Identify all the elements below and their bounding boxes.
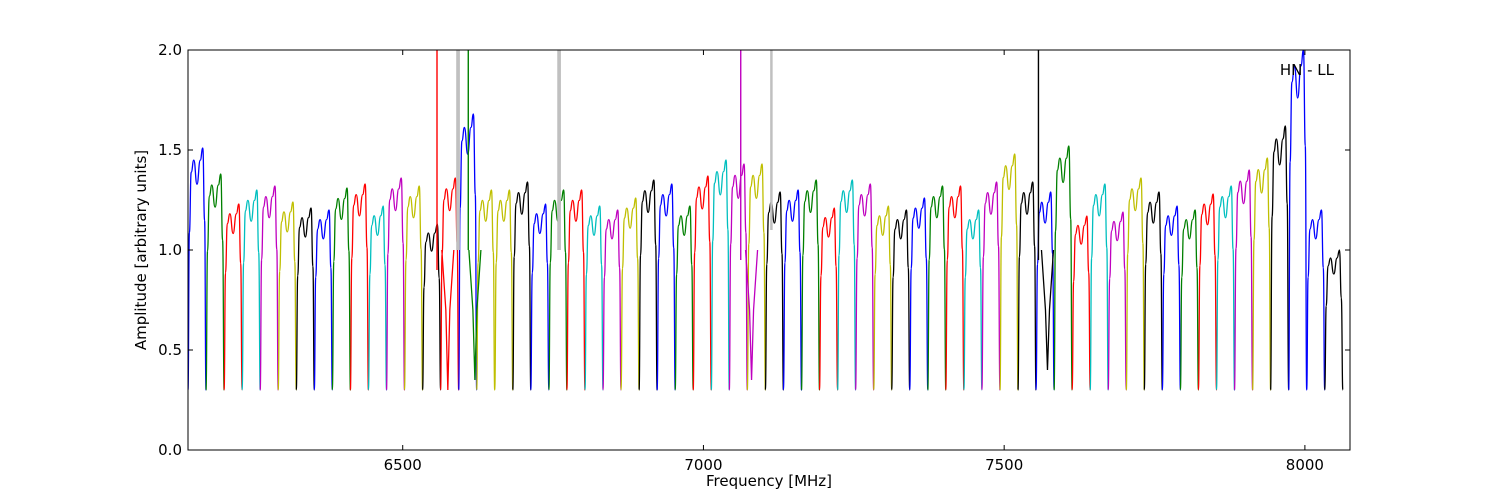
series-line-channel-50 bbox=[1071, 215, 1091, 391]
series-line-channel-8 bbox=[313, 209, 333, 391]
series-line-channel-22 bbox=[566, 189, 586, 391]
series-line-channel-64 bbox=[1324, 249, 1344, 391]
series-line-channel-17 bbox=[476, 189, 496, 391]
axes-frame bbox=[187, 49, 1351, 451]
series-line-channel-29 bbox=[692, 175, 712, 391]
series-line-channel-13 bbox=[403, 185, 424, 391]
series-line-channel-44 bbox=[963, 209, 983, 391]
series-line-channel-47 bbox=[1017, 181, 1037, 391]
series-line-channel-55 bbox=[1161, 205, 1182, 391]
series-line-channel-19 bbox=[512, 181, 532, 391]
series-line-channel-9 bbox=[331, 187, 352, 391]
series-line-channel-54 bbox=[1143, 191, 1163, 391]
series-line-channel-39 bbox=[873, 205, 893, 391]
annotation-label: HN - LL bbox=[1280, 61, 1335, 79]
x-tick-label: 7000 bbox=[684, 456, 722, 474]
series-line-channel-26 bbox=[638, 179, 658, 391]
dip-feature-2 bbox=[468, 249, 482, 381]
series-line-channel-58 bbox=[1215, 185, 1236, 391]
series-line-channel-62 bbox=[1288, 50, 1308, 391]
series-line-channel-27 bbox=[656, 183, 676, 391]
y-tick-label: 0.5 bbox=[158, 341, 182, 359]
series-line-channel-60 bbox=[1251, 157, 1272, 391]
series-line-channel-24 bbox=[602, 209, 622, 391]
series-line-channel-34 bbox=[782, 189, 803, 391]
series-line-channel-59 bbox=[1233, 169, 1254, 391]
series-line-channel-37 bbox=[836, 179, 857, 391]
dip-feature-4 bbox=[1040, 249, 1055, 371]
series-line-channel-32 bbox=[746, 163, 767, 391]
y-tick-label: 1.5 bbox=[158, 141, 182, 159]
dip-feature-3 bbox=[744, 249, 759, 381]
series-line-channel-5 bbox=[259, 185, 279, 391]
series-line-channel-43 bbox=[945, 185, 965, 391]
y-tick-label: 0.0 bbox=[158, 441, 182, 459]
series-line-channel-20 bbox=[530, 203, 550, 391]
series-line-channel-49 bbox=[1053, 145, 1073, 391]
series-line-channel-51 bbox=[1089, 183, 1109, 391]
series-line-channel-35 bbox=[800, 179, 821, 391]
tick-labels: 6500 7000 7500 8000 0.0 0.5 1.0 1.5 2.0 bbox=[158, 41, 1324, 474]
series-line-channel-42 bbox=[927, 185, 947, 391]
series-line-channel-61 bbox=[1269, 125, 1290, 391]
x-tick-label: 8000 bbox=[1286, 456, 1324, 474]
series-line-channel-46 bbox=[999, 153, 1019, 391]
series-line-channel-41 bbox=[909, 197, 929, 391]
series-line-channel-33 bbox=[764, 191, 785, 391]
series-line-channel-36 bbox=[818, 207, 839, 391]
series-line-channel-23 bbox=[584, 205, 604, 391]
series-line-channel-31 bbox=[728, 163, 748, 391]
series-line-channel-6 bbox=[277, 201, 297, 391]
series-line-channel-11 bbox=[367, 205, 388, 391]
series-line-channel-12 bbox=[385, 177, 406, 391]
x-axis-label: Frequency [MHz] bbox=[706, 472, 832, 490]
series-line-channel-30 bbox=[710, 159, 730, 391]
series-line-channel-38 bbox=[854, 183, 875, 391]
series-line-channel-3 bbox=[223, 203, 243, 391]
series-line-channel-56 bbox=[1179, 209, 1200, 391]
series-line-channel-7 bbox=[295, 207, 315, 391]
series-line-channel-57 bbox=[1197, 193, 1218, 391]
series-line-channel-4 bbox=[241, 189, 261, 391]
series-line-channel-40 bbox=[891, 209, 911, 391]
dip-feature-1 bbox=[441, 249, 455, 391]
series-line-channel-53 bbox=[1125, 177, 1145, 391]
series-line-channel-10 bbox=[349, 183, 370, 391]
series-line-channel-2 bbox=[205, 173, 225, 391]
series-line-channel-28 bbox=[674, 205, 694, 391]
series-line-channel-14 bbox=[421, 223, 442, 391]
plot-area bbox=[188, 50, 1344, 391]
series-line-channel-25 bbox=[620, 197, 640, 391]
y-axis-label: Amplitude [arbitrary units] bbox=[132, 150, 150, 350]
series-line-channel-45 bbox=[981, 181, 1001, 391]
series-line-channel-63 bbox=[1306, 209, 1326, 391]
x-tick-label: 7500 bbox=[985, 456, 1023, 474]
series-line-channel-1 bbox=[188, 147, 207, 391]
y-tick-label: 1.0 bbox=[158, 241, 182, 259]
series-line-channel-52 bbox=[1107, 211, 1127, 391]
y-tick-label: 2.0 bbox=[158, 41, 182, 59]
x-tick-label: 6500 bbox=[384, 456, 422, 474]
series-line-channel-18 bbox=[494, 189, 514, 391]
